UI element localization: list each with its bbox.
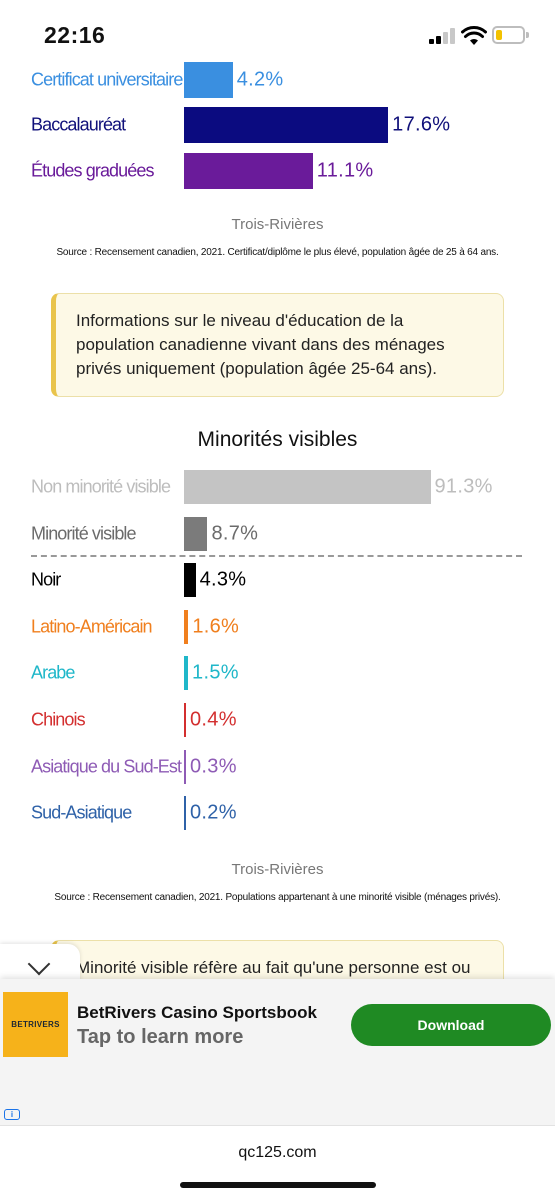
bar-label: Latino-Américain bbox=[31, 616, 153, 637]
chart-place-label: Trois-Rivières bbox=[231, 216, 324, 233]
bar-value: 0.2% bbox=[190, 801, 237, 824]
status-time: 22:16 bbox=[44, 22, 106, 48]
logo-text: BETRIVERS bbox=[11, 1020, 60, 1029]
bar bbox=[184, 656, 189, 690]
bar-value: 4.3% bbox=[199, 568, 247, 591]
ad-info-icon[interactable]: i bbox=[4, 1109, 20, 1120]
bar-value: 1.6% bbox=[192, 615, 240, 638]
bar bbox=[184, 703, 186, 737]
bar bbox=[184, 563, 196, 597]
bar bbox=[184, 107, 389, 143]
chart-source: Source : Recensement canadien, 2021. Pop… bbox=[54, 892, 501, 903]
bar-value: 8.7% bbox=[211, 522, 259, 545]
minority-row: Minorité visible 8.7% bbox=[0, 512, 555, 556]
betrivers-logo[interactable]: BETRIVERS bbox=[3, 992, 68, 1057]
minority-row: Chinois 0.4% bbox=[0, 698, 555, 742]
bar-label: Minorité visible bbox=[31, 523, 137, 544]
bar bbox=[184, 750, 186, 784]
bar-label: Arabe bbox=[31, 662, 75, 683]
bar-value: 17.6% bbox=[392, 113, 451, 136]
browser-bottom-bar bbox=[0, 1125, 555, 1200]
minority-row: Asiatique du Sud-Est 0.3% bbox=[0, 745, 555, 789]
bar-value: 0.4% bbox=[190, 708, 237, 731]
bar bbox=[184, 796, 186, 830]
minority-row: Sud-Asiatique 0.2% bbox=[0, 791, 555, 835]
bar-value: 4.2% bbox=[236, 68, 284, 91]
bar-label: Baccalauréat bbox=[31, 114, 126, 135]
education-row-baccalaureat: Baccalauréat 17.6% bbox=[0, 103, 555, 147]
bar-label: Sud-Asiatique bbox=[31, 802, 132, 823]
bar bbox=[184, 517, 208, 551]
bar-value: 91.3% bbox=[434, 475, 493, 498]
download-button[interactable]: Download bbox=[351, 1004, 551, 1046]
minority-row: Noir 4.3% bbox=[0, 558, 555, 602]
section-title: Minorités visibles bbox=[197, 428, 358, 451]
ad-subtitle[interactable]: Tap to learn more bbox=[77, 1026, 244, 1048]
chevron-down-icon[interactable] bbox=[27, 952, 51, 976]
education-row-etudes-graduees: Études graduées 11.1% bbox=[0, 149, 555, 193]
wifi-icon bbox=[461, 26, 487, 45]
bar bbox=[184, 153, 313, 189]
minority-row: Arabe 1.5% bbox=[0, 651, 555, 695]
bar-label: Études graduées bbox=[31, 160, 155, 181]
bar-value: 1.5% bbox=[192, 661, 239, 684]
bar-label: Asiatique du Sud-Est bbox=[31, 756, 182, 777]
bar-value: 11.1% bbox=[316, 159, 374, 182]
bar-value: 0.3% bbox=[190, 755, 237, 778]
status-bar: 22:16 bbox=[0, 0, 555, 62]
cellular-signal-icon bbox=[429, 28, 455, 44]
bar-label: Non minorité visible bbox=[31, 476, 171, 497]
bar bbox=[184, 470, 431, 504]
battery-icon bbox=[492, 26, 529, 44]
education-row-certificat: Certificat universitaire 4.2% bbox=[0, 58, 555, 102]
minority-row: Latino-Américain 1.6% bbox=[0, 605, 555, 649]
bar-label: Chinois bbox=[31, 709, 86, 730]
chart-place-label: Trois-Rivières bbox=[231, 861, 324, 878]
ad-title[interactable]: BetRivers Casino Sportsbook bbox=[77, 1003, 317, 1022]
bar bbox=[184, 62, 233, 98]
divider bbox=[31, 555, 522, 557]
ad-banner[interactable]: BETRIVERS BetRivers Casino Sportsbook Ta… bbox=[0, 979, 555, 1125]
bar-label: Certificat universitaire bbox=[31, 69, 183, 90]
bar-label: Noir bbox=[31, 569, 61, 590]
education-info-note: Informations sur le niveau d'éducation d… bbox=[51, 293, 504, 397]
chart-source: Source : Recensement canadien, 2021. Cer… bbox=[56, 247, 499, 258]
url-label[interactable]: qc125.com bbox=[238, 1144, 317, 1161]
home-indicator[interactable] bbox=[180, 1182, 376, 1188]
bar bbox=[184, 610, 189, 644]
minority-row: Non minorité visible 91.3% bbox=[0, 465, 555, 509]
